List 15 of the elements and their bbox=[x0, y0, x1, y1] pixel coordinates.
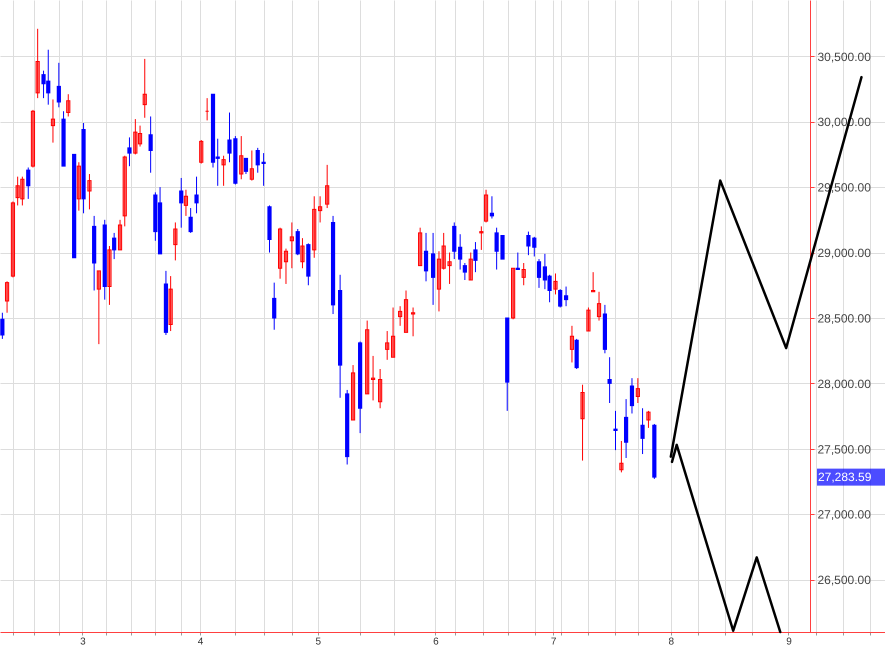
y-tick-label: 28,500.00 bbox=[818, 311, 872, 326]
x-tick-label: 8 bbox=[668, 636, 675, 646]
x-tick-label: 7 bbox=[550, 636, 557, 646]
y-tick-label: 27,500.00 bbox=[818, 442, 872, 456]
x-tick-label: 3 bbox=[80, 636, 86, 646]
y-tick-label: 26,500.00 bbox=[818, 573, 872, 588]
x-tick-label: 4 bbox=[198, 636, 204, 646]
y-tick-label: 29,000.00 bbox=[818, 246, 872, 260]
y-tick-label: 30,500.00 bbox=[818, 50, 872, 64]
x-tick-label: 9 bbox=[786, 636, 792, 646]
x-tick-label: 6 bbox=[433, 636, 440, 646]
y-tick-label: 28,000.00 bbox=[818, 376, 872, 391]
x-tick-label: 5 bbox=[315, 636, 322, 646]
annotation: 27,283.59 bbox=[818, 470, 872, 484]
y-tick-label: 27,000.00 bbox=[818, 508, 872, 522]
